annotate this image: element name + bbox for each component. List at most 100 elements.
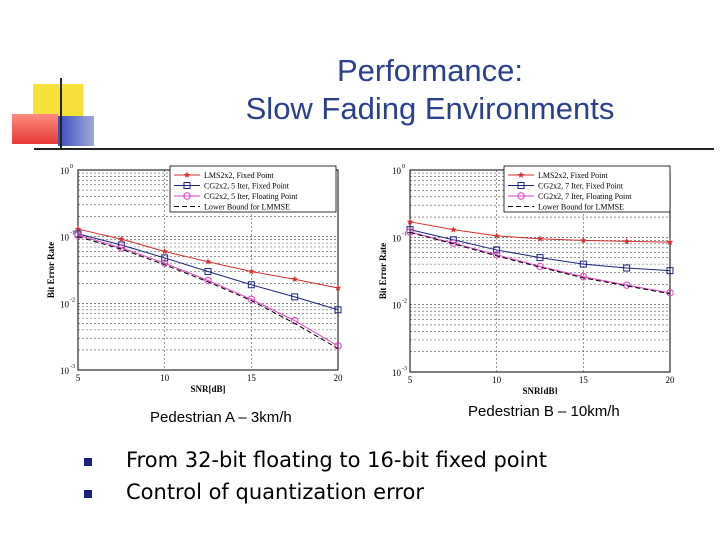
- series-lower-bound-for-lmmse: [77, 236, 339, 349]
- legend: LMS2x2, Fixed Point CG2x2, 7 Iter, Fixed …: [503, 165, 671, 213]
- y-tick-exponent: 0: [402, 164, 405, 170]
- y-axis-label: Bit Error Rate: [46, 242, 56, 298]
- x-tick-label: 15: [579, 375, 589, 385]
- legend-box: [503, 165, 671, 213]
- y-tick-base: 10: [60, 233, 70, 243]
- series-line: [77, 236, 339, 349]
- circle-marker: [74, 231, 82, 239]
- series-line: [77, 234, 339, 347]
- legend-label: Lower Bound for LMMSE: [538, 203, 624, 212]
- y-tick-exponent: -3: [402, 366, 407, 372]
- x-tick-label: 10: [492, 375, 502, 385]
- x-tick-label: 20: [334, 373, 344, 383]
- x-axis-label: SNR[dB]: [522, 386, 557, 394]
- square-marker: [623, 264, 631, 272]
- circle-marker: [247, 295, 256, 303]
- series-cg2x2-5-iter-floating-point: [74, 231, 342, 350]
- chart-caption-pedestrian-b: Pedestrian B – 10km/h: [468, 403, 620, 420]
- legend-box: [169, 165, 337, 213]
- y-tick-label: 10 -3: [392, 366, 407, 378]
- y-tick-label: 10 0: [392, 164, 405, 176]
- x-axis-label: SNR[dB]: [190, 384, 225, 394]
- y-tick-base: 10: [392, 301, 402, 311]
- legend-label: CG2x2, 7 Iter, Fixed Point: [538, 182, 624, 191]
- circle-marker: [160, 259, 169, 267]
- logo-horizontal-line: [34, 148, 714, 150]
- y-tick-base: 10: [392, 233, 402, 243]
- logo-red-square: [12, 114, 58, 144]
- series-cg2x2-7-iter-floating-point: [406, 228, 674, 297]
- square-bullet-icon: [84, 490, 92, 498]
- x-tick-label: 5: [408, 375, 413, 385]
- chart-caption-pedestrian-a: Pedestrian A – 3km/h: [150, 409, 292, 426]
- y-tick-base: 10: [392, 166, 402, 176]
- circle-marker: [579, 273, 588, 281]
- y-tick-base: 10: [60, 299, 70, 309]
- star-marker: [118, 235, 125, 242]
- series-line: [77, 233, 339, 311]
- square-marker: [493, 246, 501, 254]
- title-line-1: Performance:: [336, 53, 524, 88]
- y-tick-label: 10 -2: [60, 297, 75, 309]
- logo-vertical-line: [60, 78, 62, 150]
- square-marker: [204, 268, 212, 276]
- legend-label: CG2x2, 5 Iter, Floating Point: [204, 192, 298, 201]
- square-marker: [183, 182, 191, 189]
- logo-blue-square: [58, 116, 94, 146]
- star-marker: [406, 218, 414, 225]
- circle-marker: [517, 192, 525, 200]
- square-marker: [291, 293, 299, 301]
- star-marker: [74, 225, 82, 232]
- circle-marker: [492, 251, 501, 259]
- square-marker: [247, 281, 255, 289]
- legend-label: Lower Bound for LMMSE: [204, 203, 290, 212]
- bullet-text: Control of quantization error: [126, 480, 425, 504]
- star-marker: [517, 171, 525, 178]
- square-marker: [666, 267, 674, 275]
- square-marker: [579, 260, 587, 268]
- y-tick-exponent: -3: [70, 364, 75, 370]
- y-tick-exponent: 0: [70, 164, 73, 170]
- star-marker: [248, 268, 255, 275]
- series-line: [409, 231, 671, 294]
- square-marker: [334, 306, 342, 314]
- circle-marker: [406, 228, 414, 236]
- y-tick-base: 10: [60, 366, 70, 376]
- circle-marker: [334, 342, 342, 350]
- square-marker: [536, 254, 544, 262]
- legend-label: LMS2x2, Fixed Point: [538, 171, 608, 180]
- y-tick-base: 10: [60, 166, 70, 176]
- legend-label: CG2x2, 7 Iter, Floating Point: [538, 192, 632, 201]
- star-marker: [291, 275, 298, 282]
- circle-marker: [204, 276, 212, 285]
- y-axis-label: Bit Error Rate: [378, 243, 388, 299]
- star-marker: [623, 238, 630, 245]
- star-marker: [450, 226, 457, 233]
- series-lms2x2-fixed-point: [74, 225, 342, 291]
- star-marker: [204, 258, 212, 265]
- y-tick-exponent: -1: [70, 231, 75, 237]
- circle-marker: [183, 192, 191, 200]
- star-marker: [183, 171, 191, 178]
- y-tick-label: 10 0: [60, 164, 73, 176]
- circle-marker: [666, 289, 674, 297]
- square-marker: [161, 254, 169, 262]
- series-lms2x2-fixed-point: [406, 218, 674, 245]
- y-tick-exponent: -1: [402, 231, 407, 237]
- y-tick-label: 10 -3: [60, 364, 75, 376]
- series-line: [409, 232, 671, 295]
- legend-label: CG2x2, 5 Iter, Fixed Point: [204, 182, 290, 191]
- x-tick-label: 20: [666, 375, 676, 385]
- bullet-text: From 32-bit floating to 16-bit fixed poi…: [126, 448, 548, 472]
- star-marker: [334, 284, 342, 291]
- x-tick-label: 5: [76, 373, 81, 383]
- y-tick-base: 10: [392, 368, 402, 378]
- title-line-2: Slow Fading Environments: [245, 91, 615, 126]
- series-lower-bound-for-lmmse: [409, 232, 671, 295]
- square-bullet-icon: [84, 458, 92, 466]
- legend: LMS2x2, Fixed Point CG2x2, 5 Iter, Fixed …: [169, 165, 337, 213]
- y-tick-label: 10 -2: [392, 299, 407, 311]
- y-tick-exponent: -2: [402, 299, 407, 305]
